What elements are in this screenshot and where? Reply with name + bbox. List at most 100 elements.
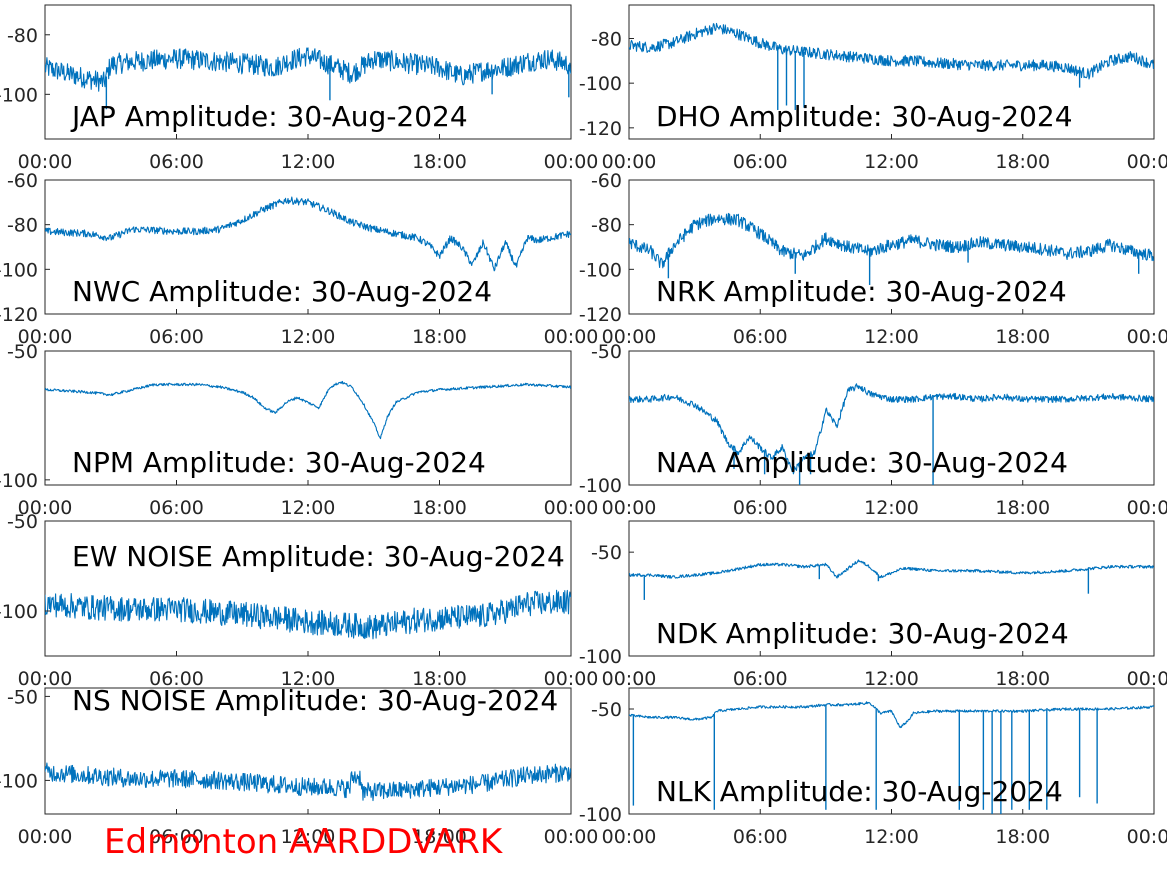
panel-3: 00:00 06:00 12:00 18:00 00:00 -60 -80 -100 -120 N… bbox=[579, 170, 1167, 348]
x-tick-label: 06:00 bbox=[149, 326, 204, 348]
y-tick-label: -80 bbox=[7, 215, 38, 237]
x-tick-label: 00:00 bbox=[602, 151, 657, 173]
x-tick-label: 06:00 bbox=[733, 497, 788, 519]
x-tick-label: 12:00 bbox=[864, 668, 919, 690]
x-tick-label: 12:00 bbox=[864, 151, 919, 173]
y-tick-label: -50 bbox=[7, 341, 38, 363]
x-tick-label: 00:00 bbox=[544, 326, 599, 348]
station-footer-label: Edmonton AARDDVARK bbox=[104, 822, 504, 862]
y-tick-label: -100 bbox=[579, 646, 622, 668]
y-tick-label: -100 bbox=[0, 259, 38, 281]
x-tick-label: 18:00 bbox=[995, 151, 1050, 173]
series-line bbox=[45, 47, 571, 92]
x-tick-label: 06:00 bbox=[733, 826, 788, 848]
x-tick-label: 00:00 bbox=[544, 826, 599, 848]
panel-0: 00:00 06:00 12:00 18:00 00:00 -80 -100 JAP Ampl… bbox=[0, 4, 599, 173]
x-tick-label: 18:00 bbox=[412, 326, 467, 348]
panel-6: 00:00 06:00 12:00 18:00 00:00 -50 -100 EW NOISE… bbox=[0, 511, 598, 690]
series-line bbox=[629, 559, 1154, 579]
x-tick-label: 00:00 bbox=[602, 668, 657, 690]
panel-4: 00:00 06:00 12:00 18:00 00:00 -50 -100 NPM Ampl… bbox=[0, 341, 598, 519]
panel-title: NAA Amplitude: 30-Aug-2024 bbox=[656, 446, 1068, 479]
panel-title: EW NOISE Amplitude: 30-Aug-2024 bbox=[72, 540, 565, 573]
x-tick-label: 00:00 bbox=[602, 497, 657, 519]
panel-title: NWC Amplitude: 30-Aug-2024 bbox=[72, 275, 492, 308]
x-tick-label: 12:00 bbox=[281, 668, 336, 690]
series-line bbox=[45, 762, 571, 802]
panel-title: NS NOISE Amplitude: 30-Aug-2024 bbox=[72, 684, 558, 717]
axes-frame bbox=[628, 520, 1155, 657]
x-tick-label: 00:00 bbox=[1127, 497, 1167, 519]
x-tick-label: 06:00 bbox=[733, 151, 788, 173]
x-tick-label: 00:00 bbox=[602, 326, 657, 348]
x-tick-label: 00:00 bbox=[544, 497, 599, 519]
y-tick-label: -80 bbox=[591, 29, 622, 51]
x-tick-label: 18:00 bbox=[995, 826, 1050, 848]
panel-1: 00:00 06:00 12:00 18:00 00:00 -80 -100 -120 DHO … bbox=[579, 4, 1167, 173]
y-tick-label: -100 bbox=[0, 84, 38, 106]
x-tick-label: 00:00 bbox=[18, 668, 73, 690]
x-tick-label: 00:00 bbox=[602, 826, 657, 848]
y-tick-label: -80 bbox=[591, 215, 622, 237]
y-tick-label: -100 bbox=[579, 259, 622, 281]
x-tick-label: 18:00 bbox=[412, 826, 467, 848]
panel-7: 00:00 06:00 12:00 18:00 00:00 -50 -100 NDK Ampl… bbox=[579, 520, 1167, 690]
y-tick-label: -100 bbox=[0, 601, 38, 623]
x-tick-label: 06:00 bbox=[733, 326, 788, 348]
panel-title: JAP Amplitude: 30-Aug-2024 bbox=[70, 100, 468, 133]
x-tick-label: 12:00 bbox=[281, 826, 336, 848]
y-tick-label: -120 bbox=[579, 118, 622, 140]
x-tick-label: 18:00 bbox=[995, 497, 1050, 519]
panel-5: 00:00 06:00 12:00 18:00 00:00 -50 -100 NAA Ampl… bbox=[579, 341, 1167, 519]
x-tick-label: 00:00 bbox=[1127, 668, 1167, 690]
x-tick-label: 12:00 bbox=[281, 326, 336, 348]
y-tick-label: -50 bbox=[591, 699, 622, 721]
panel-title: DHO Amplitude: 30-Aug-2024 bbox=[656, 100, 1073, 133]
axes-frame bbox=[44, 687, 572, 815]
axes-frame bbox=[44, 520, 572, 657]
x-tick-label: 12:00 bbox=[281, 151, 336, 173]
panel-9: 00:00 06:00 12:00 18:00 00:00 -50 -100 NLK Ampl… bbox=[579, 687, 1167, 848]
series-line bbox=[45, 589, 571, 640]
y-tick-label: -60 bbox=[7, 170, 38, 192]
x-tick-label: 00:00 bbox=[1127, 826, 1167, 848]
x-tick-label: 18:00 bbox=[995, 326, 1050, 348]
x-tick-label: 00:00 bbox=[18, 151, 73, 173]
y-tick-label: -50 bbox=[7, 511, 38, 533]
panel-title: NDK Amplitude: 30-Aug-2024 bbox=[656, 617, 1069, 650]
x-tick-label: 06:00 bbox=[149, 151, 204, 173]
x-tick-label: 00:00 bbox=[544, 151, 599, 173]
axes-frame bbox=[44, 350, 572, 486]
y-tick-label: -120 bbox=[579, 304, 622, 326]
x-tick-label: 06:00 bbox=[733, 668, 788, 690]
y-tick-label: -50 bbox=[591, 341, 622, 363]
x-tick-label: 00:00 bbox=[18, 497, 73, 519]
y-tick-label: -50 bbox=[591, 542, 622, 564]
x-tick-label: 18:00 bbox=[995, 668, 1050, 690]
x-tick-label: 06:00 bbox=[149, 668, 204, 690]
x-tick-label: 00:00 bbox=[18, 326, 73, 348]
panel-title: NPM Amplitude: 30-Aug-2024 bbox=[72, 446, 486, 479]
x-tick-label: 12:00 bbox=[864, 326, 919, 348]
y-tick-label: -60 bbox=[591, 170, 622, 192]
panel-grid: 00:00 06:00 12:00 18:00 00:00 -80 -100 JAP Ampl… bbox=[0, 4, 1167, 848]
series-line bbox=[629, 383, 1154, 475]
panel-title: NRK Amplitude: 30-Aug-2024 bbox=[656, 275, 1067, 308]
x-tick-label: 18:00 bbox=[412, 151, 467, 173]
y-tick-label: -100 bbox=[0, 770, 38, 792]
y-tick-label: -120 bbox=[0, 304, 38, 326]
axes-frame bbox=[628, 350, 1155, 486]
x-tick-label: 06:00 bbox=[149, 497, 204, 519]
y-tick-label: -100 bbox=[0, 470, 38, 492]
x-tick-label: 06:00 bbox=[149, 826, 204, 848]
series-line bbox=[45, 380, 571, 440]
x-tick-label: 00:00 bbox=[544, 668, 599, 690]
y-tick-label: -80 bbox=[7, 25, 38, 47]
x-tick-label: 12:00 bbox=[281, 497, 336, 519]
panel-8: 00:00 06:00 12:00 18:00 00:00 -50 -100 NS NOISE… bbox=[0, 684, 598, 848]
y-tick-label: -100 bbox=[579, 73, 622, 95]
series-line bbox=[629, 701, 1154, 729]
series-line bbox=[629, 22, 1154, 80]
x-tick-label: 18:00 bbox=[412, 497, 467, 519]
